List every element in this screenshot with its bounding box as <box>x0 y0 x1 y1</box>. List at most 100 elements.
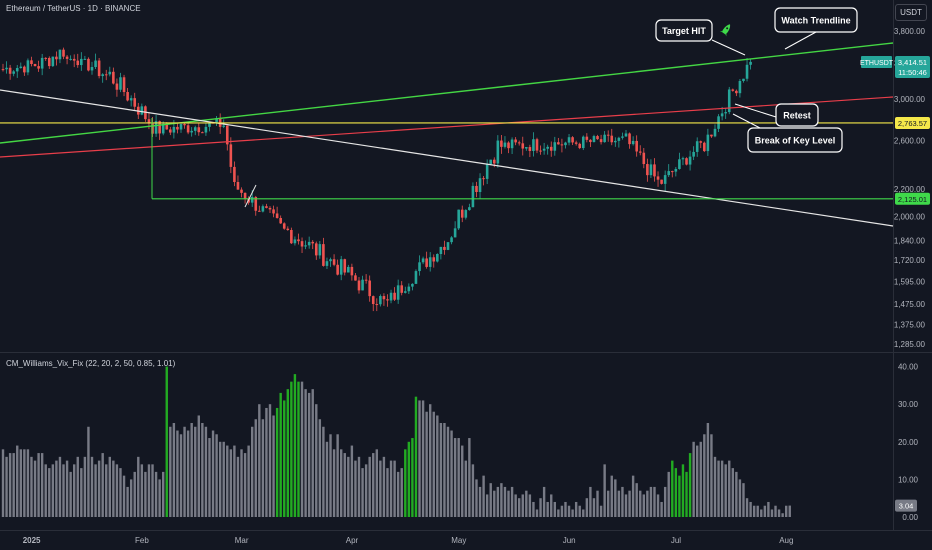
vix-bar <box>382 456 386 517</box>
price-tick-label: 1,720.00 <box>894 256 926 265</box>
candle-body <box>535 139 539 151</box>
vix-bar <box>158 479 161 517</box>
price-tick-label: 1,840.00 <box>894 236 926 245</box>
candle-body <box>225 125 229 145</box>
vix-bar <box>62 464 65 517</box>
vix-bar <box>521 494 524 517</box>
candle-body <box>357 280 361 291</box>
vix-bar <box>322 426 325 517</box>
vix-bar <box>126 486 129 517</box>
vix-bar <box>653 486 656 517</box>
vix-bar <box>432 411 435 517</box>
candle-body <box>724 112 727 114</box>
candle-body <box>129 98 133 101</box>
vix-bar <box>386 468 389 517</box>
vix-bar <box>614 479 617 517</box>
vix-bar <box>172 423 176 517</box>
vix-bar <box>40 453 44 517</box>
candle-body <box>368 280 371 297</box>
candle-body <box>300 241 304 247</box>
vix-bar <box>735 471 738 517</box>
candle-body <box>592 136 596 143</box>
candle-body <box>58 49 62 60</box>
vix-bar <box>635 483 638 517</box>
vix-bar <box>781 513 784 517</box>
vix-bar <box>756 505 759 517</box>
vix-bar <box>129 479 133 517</box>
vix-bar <box>12 453 15 517</box>
vix-bar <box>215 434 218 517</box>
candle-body <box>450 237 453 243</box>
last-price-value: 3,414.51 <box>898 58 927 67</box>
vix-bar <box>642 494 645 517</box>
candle-body <box>553 142 557 151</box>
candle-body <box>414 271 418 284</box>
currency-button[interactable]: USDT <box>895 4 927 21</box>
candle-body <box>742 78 745 81</box>
vix-bar <box>30 456 33 517</box>
vix-bar <box>571 509 574 517</box>
vix-bar <box>1 449 5 517</box>
candle-body <box>329 259 332 262</box>
candle-body <box>517 142 521 144</box>
candle-body <box>492 159 496 164</box>
indicator-title: CM_Williams_Vix_Fix (22, 20, 2, 50, 0.85… <box>6 359 176 368</box>
vix-bar <box>254 419 257 517</box>
vix-bar <box>646 490 649 517</box>
candle-body <box>603 134 606 143</box>
vix-bar <box>400 468 403 517</box>
target-hit-callout-box <box>655 19 713 42</box>
vix-bar <box>603 464 606 517</box>
vix-bar <box>115 464 119 517</box>
candle-body <box>154 121 158 134</box>
candle-body <box>122 77 126 93</box>
vix-bar <box>261 419 265 517</box>
break-key-level-pointer <box>732 113 761 129</box>
vix-bar <box>165 366 168 517</box>
candle-body <box>186 125 190 133</box>
last-price-tag <box>895 56 930 78</box>
vix-bar <box>226 445 229 517</box>
candle-body <box>30 60 33 64</box>
rocket-fins <box>719 30 727 37</box>
vix-bar <box>122 475 126 517</box>
vix-bar <box>699 441 702 517</box>
candle-body <box>272 209 275 214</box>
candle-body <box>261 206 265 212</box>
vix-bar <box>108 456 111 517</box>
candle-body <box>585 136 589 140</box>
candle-body <box>581 136 585 149</box>
vix-bar <box>73 464 76 517</box>
candle-body <box>197 127 201 133</box>
vix-bar <box>272 415 275 517</box>
candle-body <box>364 279 368 281</box>
support-level-value: 2,125.01 <box>898 195 927 204</box>
candle-body <box>23 66 26 73</box>
candle-body <box>564 142 567 146</box>
vix-bar <box>154 471 158 517</box>
vix-bar <box>564 501 567 517</box>
vix-bar <box>201 423 204 517</box>
candles <box>1 47 752 312</box>
candle-body <box>55 56 58 60</box>
vix-bar <box>489 483 492 517</box>
vix-bar <box>592 498 596 517</box>
vix-bar <box>738 479 742 517</box>
candle-body <box>268 207 272 210</box>
vix-bar <box>742 483 745 517</box>
candle-body <box>169 129 172 133</box>
vix-tick-label: 40.00 <box>898 363 919 372</box>
vix-bar <box>204 426 208 517</box>
vix-bar <box>144 471 147 517</box>
vix-bar <box>421 400 425 517</box>
candle-body <box>546 146 549 149</box>
candle-body <box>332 259 336 265</box>
time-tick-label: 2025 <box>23 536 41 545</box>
vix-bar <box>411 438 414 517</box>
vix-bar <box>535 509 539 517</box>
vix-bar <box>671 460 674 517</box>
vix-bar <box>58 456 62 517</box>
price-tick-label: 3,800.00 <box>894 27 926 36</box>
candle-body <box>69 58 72 60</box>
